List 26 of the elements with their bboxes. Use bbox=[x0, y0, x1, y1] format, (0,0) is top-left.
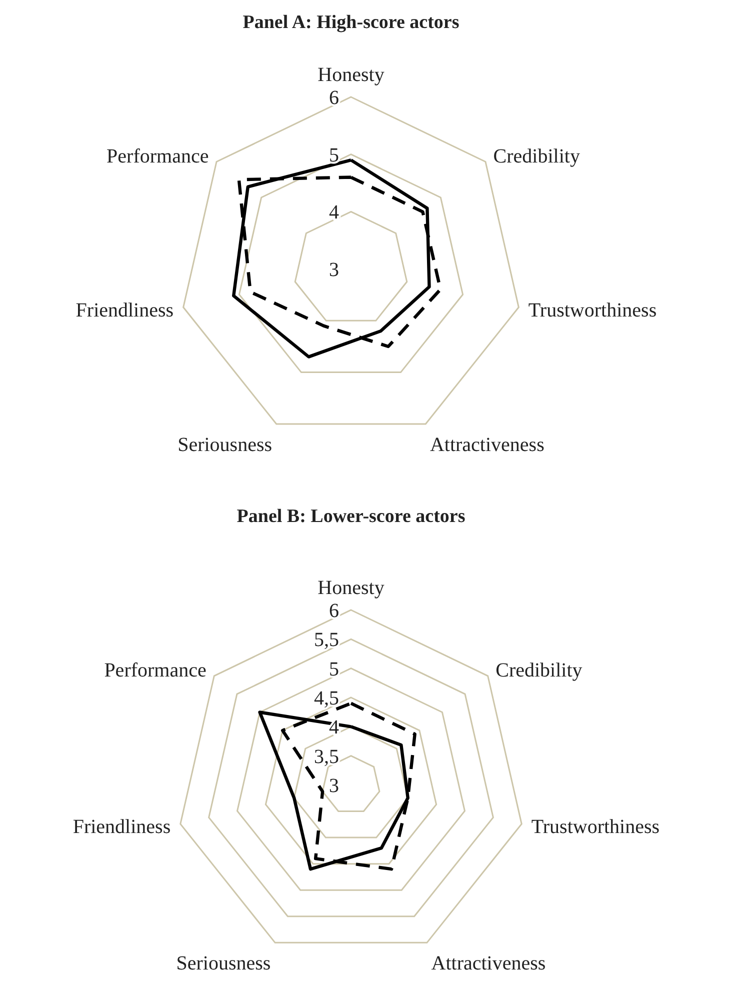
spoke-label: Performance bbox=[104, 660, 206, 682]
spoke-label: Friendliness bbox=[72, 816, 171, 838]
spoke-label: Credibility bbox=[493, 146, 580, 168]
spoke-label: Seriousness bbox=[176, 952, 271, 975]
spoke-label: Attractiveness bbox=[431, 952, 546, 975]
spoke-label: Honesty bbox=[318, 64, 384, 86]
spoke-label: Attractiveness bbox=[430, 434, 545, 456]
y-tick-label: 5,5 bbox=[314, 629, 339, 652]
spoke-label: Seriousness bbox=[178, 434, 272, 456]
spoke-label: Performance bbox=[106, 146, 209, 168]
chart-title: Panel B: Lower-score actors bbox=[236, 506, 466, 527]
chart-title: Panel A: High-score actors bbox=[242, 12, 460, 33]
spoke-label: Trustworthiness bbox=[531, 816, 660, 838]
y-tick-label: 3 bbox=[329, 259, 339, 281]
spoke-label: Friendliness bbox=[76, 300, 174, 322]
spoke-label: Honesty bbox=[318, 577, 384, 599]
spoke-label: Trustworthiness bbox=[528, 300, 657, 322]
y-tick-label: 3 bbox=[329, 775, 339, 797]
y-tick-label: 5 bbox=[329, 144, 339, 166]
y-tick-label: 4,5 bbox=[314, 688, 339, 710]
y-tick-label: 3,5 bbox=[314, 746, 339, 768]
y-tick-label: 6 bbox=[329, 600, 339, 622]
spoke-label: Credibility bbox=[496, 660, 582, 682]
y-tick-label: 5 bbox=[329, 658, 339, 680]
y-tick-label: 6 bbox=[329, 87, 339, 109]
y-tick-label: 4 bbox=[329, 202, 339, 224]
